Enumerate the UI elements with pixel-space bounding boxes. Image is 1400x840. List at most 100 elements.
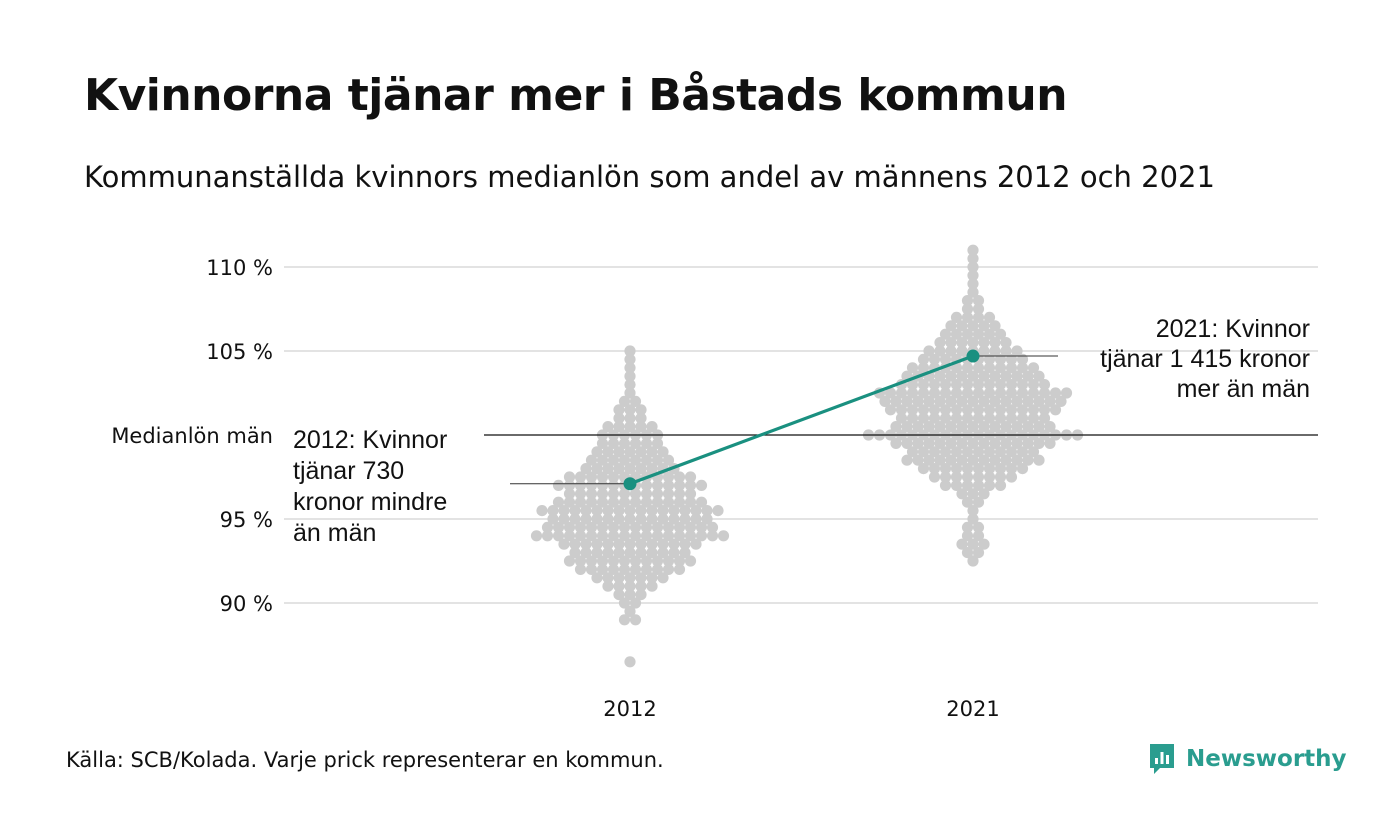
- municipality-dot: [1011, 437, 1023, 449]
- municipality-dot: [1027, 379, 1040, 391]
- municipality-dot: [629, 521, 642, 534]
- municipality-dot: [956, 421, 968, 433]
- municipality-dot: [917, 404, 930, 416]
- municipality-dot: [967, 320, 979, 332]
- municipality-dot: [967, 253, 979, 265]
- municipality-dot: [624, 505, 636, 517]
- municipality-dot: [629, 437, 642, 449]
- municipality-dot: [646, 547, 658, 559]
- municipality-dot: [967, 555, 979, 567]
- municipality-dot: [596, 488, 609, 500]
- municipality-dot: [923, 421, 935, 433]
- municipality-dot: [972, 328, 985, 340]
- municipality-dot: [1000, 395, 1012, 407]
- municipality-dot: [983, 379, 996, 391]
- municipality-dot: [945, 337, 957, 349]
- municipality-dot: [939, 353, 952, 365]
- municipality-dot: [1005, 412, 1018, 424]
- municipality-dot: [1000, 337, 1012, 349]
- municipality-dot: [1055, 395, 1067, 407]
- municipality-dot: [646, 421, 658, 433]
- municipality-dot: [928, 387, 941, 399]
- municipality-dot: [1033, 454, 1045, 466]
- municipality-dot: [580, 547, 592, 559]
- municipality-dot: [1044, 421, 1056, 433]
- municipality-dot: [607, 521, 620, 534]
- municipality-dot: [978, 370, 990, 382]
- municipality-dot: [679, 538, 691, 550]
- municipality-dot: [945, 320, 957, 332]
- municipality-dot: [673, 496, 686, 508]
- municipality-dot: [635, 513, 647, 525]
- municipality-dot: [701, 505, 713, 517]
- municipality-dot: [989, 337, 1001, 349]
- y-tick-label: 105 %: [206, 340, 273, 364]
- municipality-dot: [983, 479, 996, 491]
- municipality-dot: [574, 471, 587, 483]
- highlight-point-2012: [623, 477, 637, 491]
- municipality-dot: [585, 555, 598, 567]
- y-tick-label: 90 %: [220, 592, 273, 616]
- municipality-dot: [607, 454, 620, 466]
- municipality-dot: [1005, 463, 1018, 475]
- municipality-dot: [635, 547, 647, 559]
- municipality-dot: [585, 479, 598, 491]
- municipality-dot: [978, 538, 990, 550]
- municipality-dot: [967, 286, 979, 298]
- municipality-dot: [983, 311, 996, 323]
- municipality-dot: [906, 404, 919, 416]
- municipality-dot: [1060, 387, 1073, 399]
- municipality-dot: [613, 412, 625, 424]
- municipality-dot: [934, 337, 946, 349]
- municipality-dot: [950, 387, 963, 399]
- municipality-dot: [701, 513, 713, 525]
- municipality-dot: [1027, 404, 1040, 416]
- municipality-dot: [624, 589, 636, 601]
- municipality-dot: [939, 328, 952, 340]
- municipality-dot: [906, 387, 919, 399]
- municipality-dot: [950, 404, 963, 416]
- municipality-dot: [983, 412, 996, 424]
- municipality-dot: [961, 463, 974, 475]
- municipality-dot: [684, 555, 697, 567]
- municipality-dot: [983, 328, 996, 340]
- municipality-dot: [695, 496, 708, 508]
- municipality-dot: [574, 479, 587, 491]
- municipality-dot: [1027, 446, 1040, 458]
- municipality-dot: [624, 345, 636, 357]
- municipality-dot: [967, 395, 979, 407]
- municipality-dot: [939, 463, 952, 475]
- municipality-dot: [1022, 454, 1034, 466]
- municipality-dot: [591, 505, 603, 517]
- municipality-dot: [989, 454, 1001, 466]
- municipality-dot: [1005, 387, 1018, 399]
- municipality-dot: [939, 404, 952, 416]
- municipality-dot: [695, 530, 708, 542]
- municipality-dot: [994, 412, 1007, 424]
- municipality-dot: [618, 454, 631, 466]
- municipality-dot: [994, 471, 1007, 483]
- municipality-dot: [961, 547, 974, 559]
- municipality-dot: [635, 589, 647, 601]
- municipality-dot: [646, 580, 658, 592]
- municipality-dot: [1005, 379, 1018, 391]
- municipality-dot: [580, 505, 592, 517]
- municipality-dot: [945, 454, 957, 466]
- municipality-dot: [1022, 395, 1034, 407]
- municipality-dot: [640, 479, 653, 491]
- municipality-dot: [613, 589, 625, 601]
- municipality-dot: [906, 362, 919, 374]
- municipality-dot: [983, 353, 996, 365]
- municipality-dot: [657, 538, 669, 550]
- municipality-dot: [1027, 362, 1040, 374]
- municipality-dot: [547, 513, 559, 525]
- municipality-dot: [1016, 412, 1029, 424]
- municipality-dot: [934, 345, 946, 357]
- municipality-dot: [906, 412, 919, 424]
- source-note: Källa: SCB/Kolada. Varje prick represent…: [66, 748, 664, 772]
- municipality-dot: [928, 463, 941, 475]
- municipality-dot: [967, 278, 979, 290]
- municipality-dot: [972, 303, 985, 315]
- municipality-dot: [541, 530, 554, 542]
- municipality-dot: [618, 614, 631, 626]
